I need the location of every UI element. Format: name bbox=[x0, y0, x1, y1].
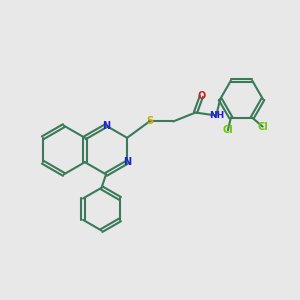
Text: NH: NH bbox=[209, 111, 224, 120]
Text: O: O bbox=[197, 91, 206, 101]
Text: Cl: Cl bbox=[257, 122, 268, 132]
Text: N: N bbox=[123, 157, 131, 167]
Text: N: N bbox=[102, 121, 110, 130]
Text: Cl: Cl bbox=[223, 125, 233, 135]
Text: S: S bbox=[146, 116, 153, 127]
